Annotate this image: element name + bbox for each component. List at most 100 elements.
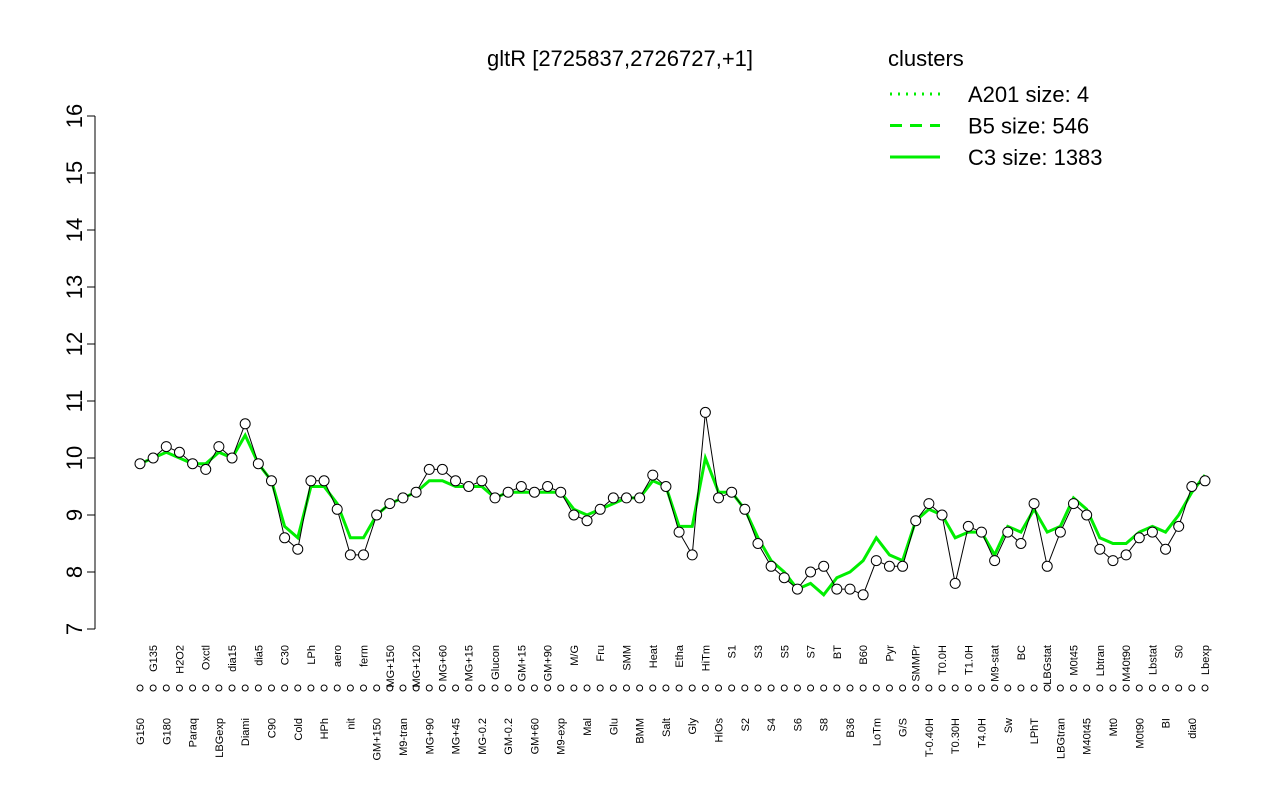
data-point	[555, 486, 567, 498]
data-point	[594, 503, 606, 515]
x-tick-dot	[820, 684, 828, 692]
x-tick-label: LPh	[306, 645, 318, 665]
x-tick-label: MG+150	[385, 645, 397, 688]
x-tick-label: HiTm	[700, 645, 712, 671]
x-tick-dot	[241, 684, 249, 692]
x-tick-dot	[189, 684, 197, 692]
data-point	[607, 492, 619, 504]
x-tick-dot	[1030, 684, 1038, 692]
data-point	[147, 452, 159, 464]
x-tick-dot	[333, 684, 341, 692]
data-point	[831, 583, 843, 595]
x-tick-dot	[320, 684, 328, 692]
data-point	[239, 418, 251, 430]
x-tick-label: Heat	[648, 645, 660, 668]
x-tick-label: S6	[792, 718, 804, 731]
data-point	[647, 469, 659, 481]
data-point	[739, 503, 751, 515]
x-tick-dot	[1043, 684, 1051, 692]
x-tick-label: T-0.40H	[924, 718, 936, 757]
x-tick-label: Oxctl	[201, 645, 213, 670]
y-tick-label: 8	[62, 566, 87, 578]
y-tick-label: 12	[62, 332, 87, 356]
data-point	[1173, 520, 1185, 532]
x-tick-label: Mal	[582, 718, 594, 736]
x-tick-label: Gly	[687, 718, 699, 735]
data-point	[502, 486, 514, 498]
data-point	[752, 538, 764, 549]
x-tick-label: S5	[779, 645, 791, 658]
x-tick-dot	[925, 684, 933, 692]
x-tick-label: SMMPr	[911, 645, 923, 682]
data-point	[1146, 526, 1158, 538]
x-tick-dot	[715, 684, 723, 692]
data-point	[423, 463, 435, 475]
x-tick-dot	[1122, 684, 1130, 692]
x-tick-dot	[977, 684, 985, 692]
x-tick-label: T4.0H	[976, 718, 988, 748]
x-tick-label: HPh	[319, 718, 331, 739]
x-tick-label: Salt	[661, 718, 673, 737]
x-tick-dot	[622, 684, 630, 692]
data-point	[1186, 481, 1198, 492]
data-point	[515, 481, 527, 492]
x-tick-dot	[951, 684, 959, 692]
data-point	[160, 441, 172, 453]
data-point	[897, 560, 909, 572]
x-tick-dot	[793, 684, 801, 692]
x-tick-label: BT	[832, 645, 844, 659]
x-tick-dot	[281, 684, 289, 692]
legend-label: A201 size: 4	[968, 82, 1089, 107]
x-tick-label: MG+60	[437, 645, 449, 681]
data-point	[1015, 538, 1027, 549]
x-tick-label: GM-0.2	[503, 718, 515, 755]
x-tick-label: GM+60	[529, 718, 541, 754]
data-point	[660, 481, 672, 492]
x-tick-label: GM+90	[543, 645, 555, 681]
x-tick-label: Etha	[674, 644, 686, 668]
data-point	[568, 509, 580, 521]
data-point	[975, 526, 987, 538]
data-point	[410, 486, 422, 498]
data-point	[436, 463, 448, 475]
x-tick-dot	[636, 684, 644, 692]
data-point	[397, 492, 409, 504]
y-tick-label: 11	[62, 390, 87, 413]
data-point	[187, 458, 199, 470]
x-tick-dot	[1175, 684, 1183, 692]
x-tick-dot	[872, 684, 880, 692]
x-tick-label: GM+150	[372, 718, 384, 761]
x-tick-label: MG+90	[424, 718, 436, 754]
x-tick-label: S4	[766, 718, 778, 731]
data-point	[200, 463, 212, 475]
data-point	[305, 475, 317, 487]
data-point	[713, 492, 725, 504]
data-point	[358, 549, 370, 561]
x-tick-label: Mt0	[1108, 718, 1120, 736]
data-point	[528, 486, 540, 498]
data-point	[936, 509, 948, 521]
x-tick-label: C30	[280, 645, 292, 665]
x-tick-dot	[859, 684, 867, 692]
data-point	[1041, 560, 1053, 572]
x-tick-label: MG-0.2	[477, 718, 489, 755]
x-tick-label: M9-stat	[990, 645, 1002, 682]
data-point	[331, 503, 343, 515]
legend-label: B5 size: 546	[968, 114, 1089, 139]
x-tick-dot	[1070, 684, 1078, 692]
x-tick-dot	[1135, 684, 1143, 692]
y-tick-label: 14	[62, 218, 87, 242]
x-tick-label: C90	[266, 718, 278, 738]
x-tick-dot	[504, 684, 512, 692]
x-tick-label: B36	[845, 718, 857, 738]
x-tick-dot	[1017, 684, 1025, 692]
data-point	[252, 458, 264, 470]
x-tick-dot	[741, 684, 749, 692]
data-point	[699, 406, 711, 418]
data-point	[923, 498, 935, 510]
x-tick-dot	[267, 684, 275, 692]
data-point	[870, 555, 882, 567]
data-point	[962, 520, 974, 532]
x-tick-label: LPhT	[1029, 718, 1041, 745]
